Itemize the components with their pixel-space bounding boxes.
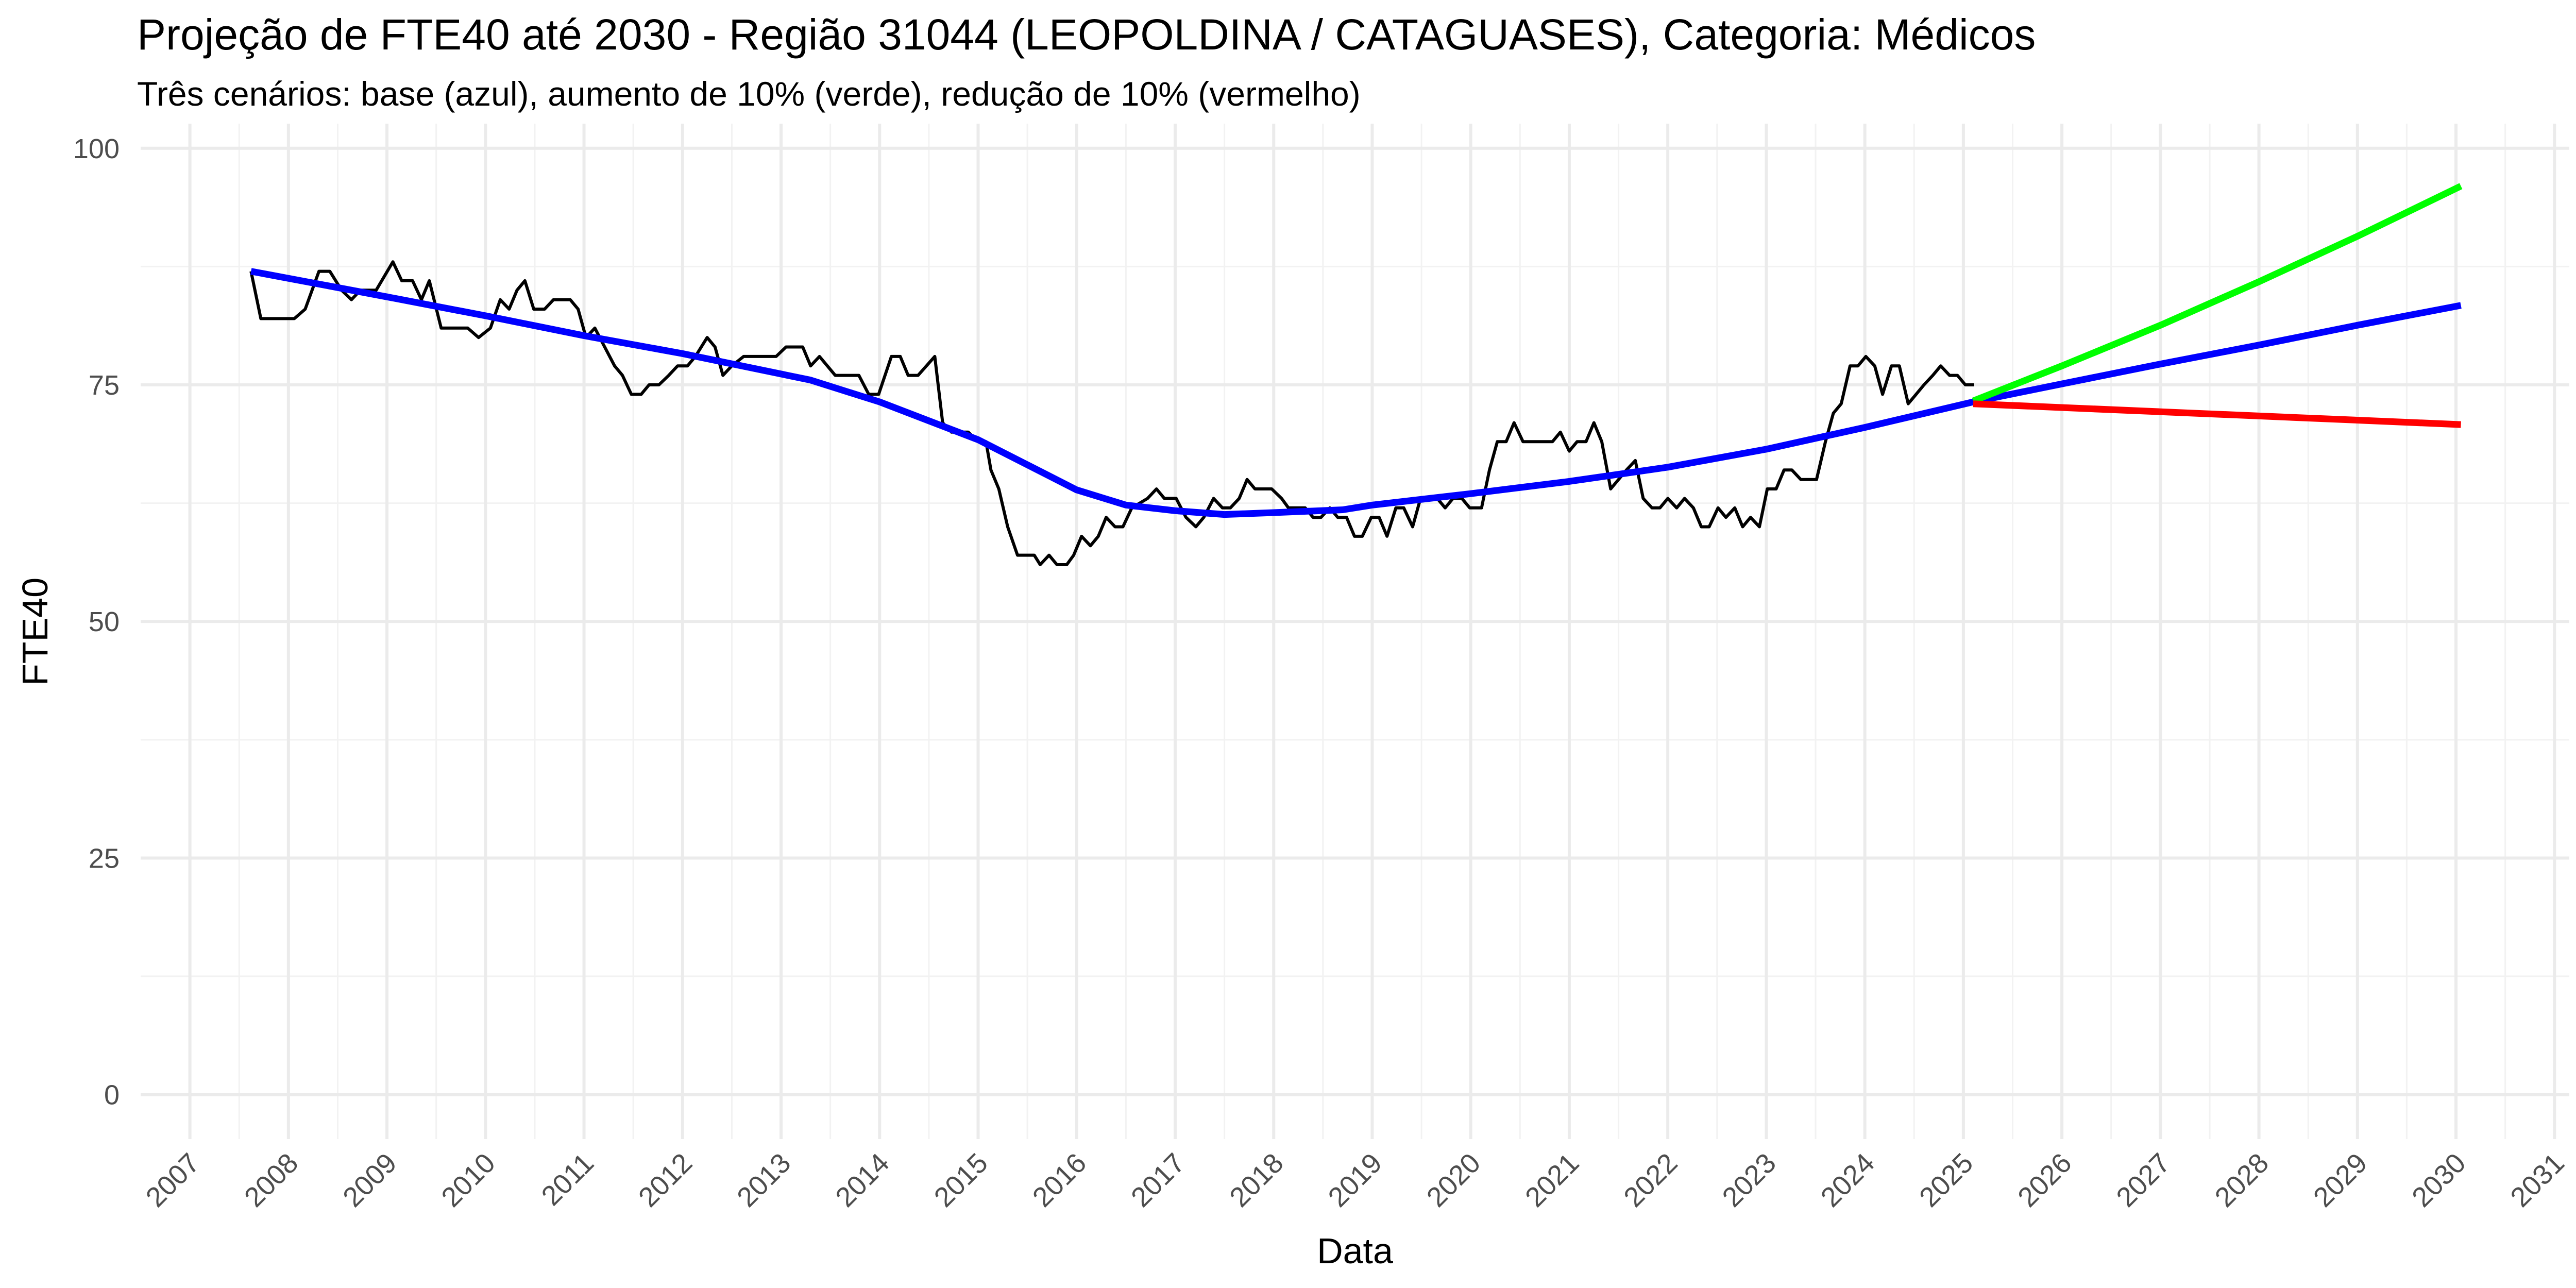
y-tick-label: 25 bbox=[89, 843, 120, 874]
plot-lines bbox=[249, 183, 2463, 566]
series-line bbox=[1972, 183, 2463, 404]
y-tick-label: 100 bbox=[73, 133, 120, 164]
series-line bbox=[250, 268, 2462, 518]
series-line bbox=[1973, 400, 2461, 428]
series-line bbox=[249, 260, 1974, 566]
chart-title: Projeção de FTE40 até 2030 - Região 3104… bbox=[137, 10, 2036, 59]
y-axis-title: FTE40 bbox=[15, 578, 55, 686]
grid bbox=[141, 124, 2569, 1139]
x-axis-title: Data bbox=[1317, 1231, 1393, 1271]
chart-subtitle: Três cenários: base (azul), aumento de 1… bbox=[137, 75, 1361, 113]
y-tick-label: 75 bbox=[89, 370, 120, 401]
y-tick-label: 0 bbox=[104, 1080, 120, 1111]
y-tick-label: 50 bbox=[89, 606, 120, 637]
